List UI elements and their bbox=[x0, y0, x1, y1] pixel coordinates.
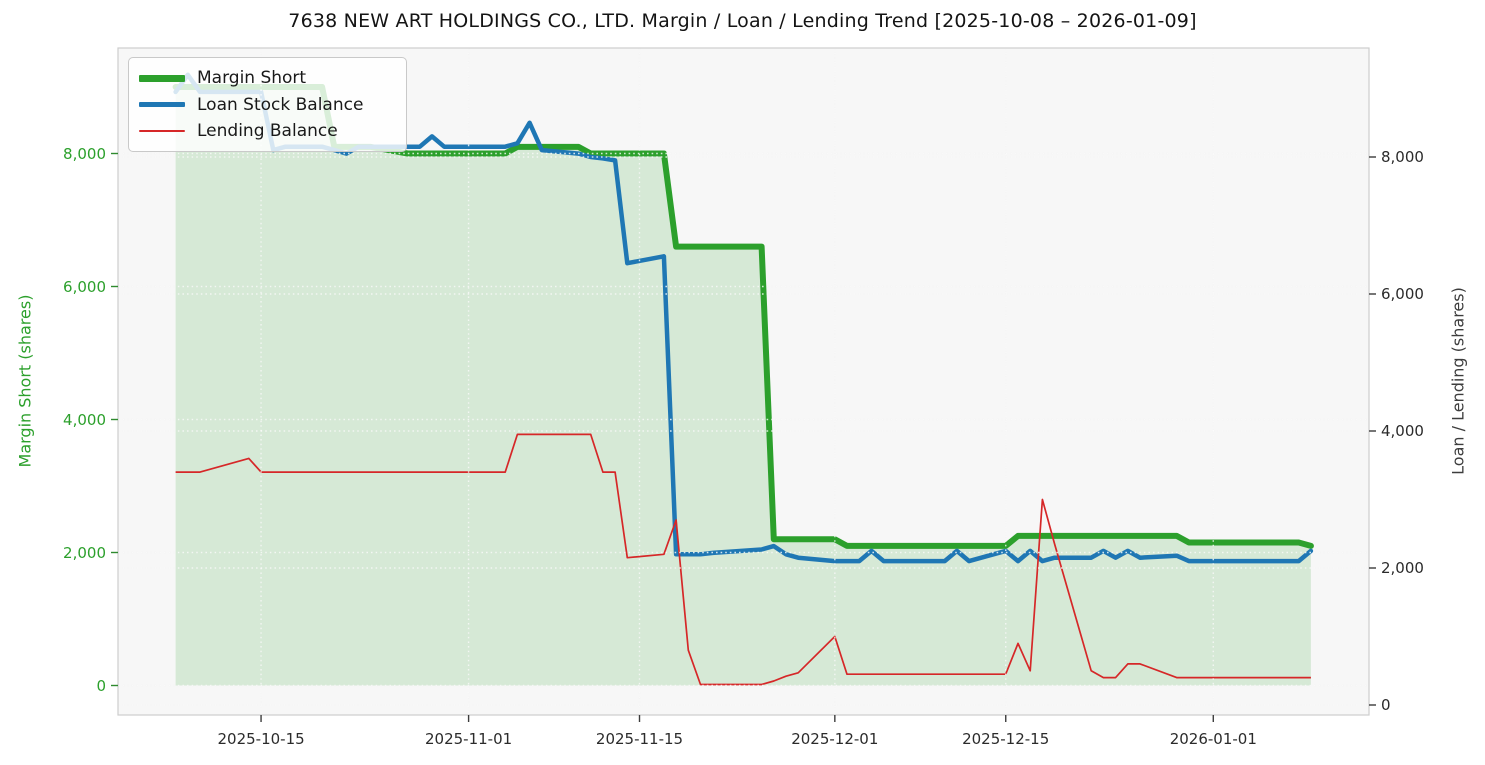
left-axis-label: Margin Short (shares) bbox=[15, 294, 35, 468]
left-ytick-4000: 4,000 bbox=[63, 410, 106, 429]
legend-label-margin-short: Margin Short bbox=[197, 68, 307, 88]
right-ytick-8000: 8,000 bbox=[1381, 148, 1424, 166]
right-axis-label: Loan / Lending (shares) bbox=[1448, 287, 1468, 475]
legend-item-lending-balance: Lending Balance bbox=[139, 118, 394, 144]
legend: Margin Short Loan Stock Balance Lending … bbox=[128, 57, 407, 152]
left-ytick-6000: 6,000 bbox=[63, 277, 106, 296]
margin-short-line-swatch-icon bbox=[139, 74, 185, 82]
legend-label-loan-stock-balance: Loan Stock Balance bbox=[197, 94, 364, 115]
plot-border bbox=[117, 47, 1370, 716]
xtick-2025-11-01: 2025-11-01 bbox=[425, 730, 513, 748]
margin-short-area bbox=[175, 87, 1311, 686]
legend-item-margin-short: Margin Short bbox=[139, 65, 394, 91]
grid-layer bbox=[118, 48, 1369, 715]
xtick-2025-11-15: 2025-11-15 bbox=[595, 730, 684, 748]
left-ytick-2000: 2,000 bbox=[63, 543, 106, 562]
plot-background bbox=[118, 48, 1369, 715]
right-ytick-2000: 2,000 bbox=[1381, 559, 1424, 577]
chart-title: 7638 NEW ART HOLDINGS CO., LTD. Margin /… bbox=[288, 10, 1197, 32]
right-ytick-4000: 4,000 bbox=[1381, 422, 1424, 440]
left-ytick-0: 0 bbox=[96, 676, 106, 695]
xtick-2026-01-01: 2026-01-01 bbox=[1169, 730, 1257, 748]
loan-stock-line-swatch-icon bbox=[139, 102, 185, 107]
right-ytick-6000: 6,000 bbox=[1381, 285, 1424, 303]
xtick-2025-12-01: 2025-12-01 bbox=[791, 730, 879, 748]
tick-marks bbox=[111, 152, 1376, 722]
left-ytick-8000: 8,000 bbox=[63, 144, 106, 163]
lending-line-swatch-icon bbox=[139, 130, 185, 132]
legend-label-lending-balance: Lending Balance bbox=[197, 121, 338, 141]
xtick-2025-10-15: 2025-10-15 bbox=[217, 730, 305, 748]
right-ytick-0: 0 bbox=[1381, 696, 1391, 714]
xtick-2025-12-15: 2025-12-15 bbox=[962, 730, 1050, 748]
legend-item-loan-stock-balance: Loan Stock Balance bbox=[139, 92, 394, 118]
lending-balance-line bbox=[175, 433, 1311, 686]
